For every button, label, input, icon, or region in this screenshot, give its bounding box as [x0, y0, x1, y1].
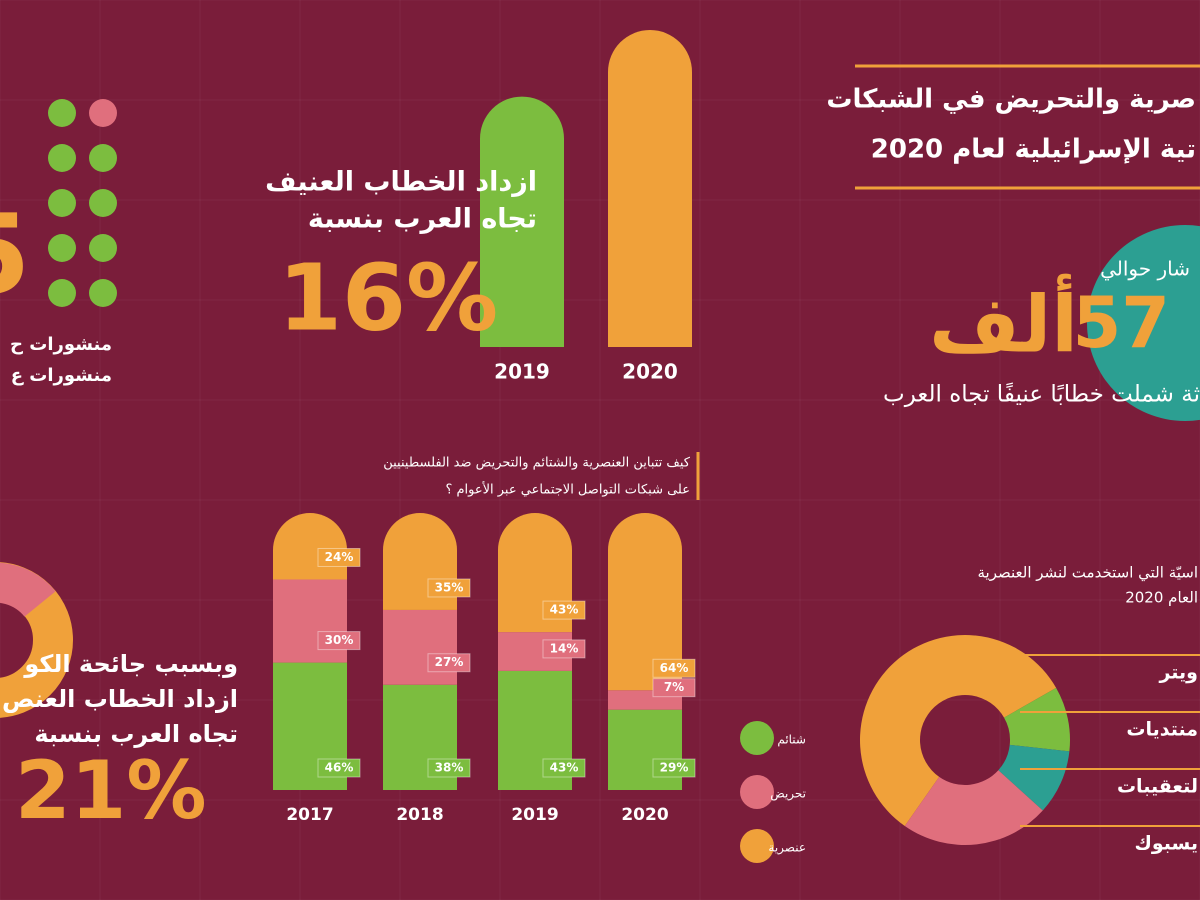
posts-number: 5: [0, 190, 31, 318]
value-label: 30%: [325, 633, 354, 647]
value-label: 29%: [660, 761, 689, 775]
dot: [48, 99, 76, 127]
x-tick-label: 2017: [286, 805, 333, 825]
covid-line: وبسبب جائحة الكو: [23, 650, 238, 678]
dot: [89, 189, 117, 217]
x-tick-label: 2018: [396, 805, 443, 825]
bar-segment: [383, 609, 457, 685]
value-label-box: [652, 758, 696, 778]
dot: [48, 144, 76, 172]
chart-title: تجاه العرب بنسبة: [308, 204, 537, 235]
bar-segment: [273, 513, 347, 580]
posts-line: منشورات ح: [10, 334, 112, 355]
value-label-box: [427, 653, 471, 673]
charts: 2019 2020 ازداد الخطاب العنيف تجاه العرب بن…: [265, 30, 1200, 863]
value-label-box: [652, 678, 696, 698]
highlight-caption: ثة شملت خطابًا عنيفًا تجاه العرب: [883, 382, 1200, 408]
value-label: 35%: [435, 580, 464, 594]
dot: [89, 144, 117, 172]
dot: [48, 279, 76, 307]
chart-title: اسيّة التي استخدمت لنشر العنصرية: [978, 564, 1198, 583]
dot: [48, 234, 76, 262]
value-label: 27%: [435, 655, 464, 669]
highlight-intro: شار حوالي: [1100, 257, 1190, 282]
donut-slice: [998, 744, 1070, 811]
chart-title: ازداد الخطاب العنيف: [265, 167, 537, 198]
value-label: 43%: [550, 761, 579, 775]
value-label-box: [542, 600, 586, 620]
x-tick-label: 2020: [621, 805, 668, 825]
value-label: 14%: [550, 641, 579, 655]
value-label: 38%: [435, 761, 464, 775]
posts-line: منشورات ع: [11, 365, 112, 386]
value-label-box: [427, 578, 471, 598]
donut-slice: [860, 635, 1057, 827]
donut-slice: [1004, 687, 1070, 752]
stacked-bar: [608, 513, 682, 790]
chart-title: كيف تتباين العنصرية والشتائم والتحريض ضد…: [383, 456, 691, 471]
dot: [89, 234, 117, 262]
value-label: 46%: [325, 761, 354, 775]
highlight-number: 57: [1073, 282, 1170, 364]
chart-title: العام 2020: [1125, 589, 1198, 607]
stacked-bar: [383, 513, 457, 790]
dot: [89, 279, 117, 307]
legend-label: عنصرية: [768, 841, 806, 856]
value-label: 7%: [664, 680, 684, 694]
x-tick-label: 2019: [511, 805, 558, 825]
legend-label: تحريض: [770, 787, 806, 802]
value-label-box: [427, 758, 471, 778]
covid-value: 21%: [15, 744, 206, 837]
dot: [48, 189, 76, 217]
stacked-bar: [273, 513, 347, 790]
stacked-bar: [498, 513, 572, 790]
x-tick-label: 2020: [622, 360, 678, 384]
legend-label: منتديات: [1126, 719, 1198, 741]
chart-highlight: 16%: [278, 244, 498, 351]
legend-swatch: [740, 721, 774, 755]
legend-label: شتائم: [777, 733, 806, 747]
highlight-circle: [1087, 225, 1200, 421]
value-label-box: [317, 631, 361, 651]
value-label-box: [317, 547, 361, 567]
value-label: 24%: [325, 550, 354, 564]
decor-ring: [0, 562, 73, 718]
legend-swatch: [740, 829, 774, 863]
covid-line: تجاه العرب بنسبة: [34, 720, 238, 748]
legend-swatch: [740, 775, 774, 809]
highlight-unit: ألف: [929, 273, 1078, 370]
x-tick-label: 2019: [494, 360, 550, 384]
bar-segment: [273, 579, 347, 663]
value-label-box: [652, 658, 696, 678]
decor-arc: [0, 562, 56, 618]
dot-grid: [48, 99, 117, 307]
value-label-box: [542, 758, 586, 778]
chart-title: على شبكات التواصل الاجتماعي عبر الأعوام …: [445, 481, 690, 498]
legend-label: لتعقيبات: [1117, 776, 1198, 798]
dot: [89, 99, 117, 127]
value-label-box: [542, 639, 586, 659]
value-label-box: [317, 758, 361, 778]
donut-slice: [904, 770, 1043, 845]
header-line: تية الإسرائيلية لعام 2020: [871, 135, 1196, 165]
value-label: 43%: [550, 603, 579, 617]
covid-line: ازداد الخطاب العنص: [2, 685, 238, 713]
header-line: صرية والتحريض في الشبكات: [826, 85, 1196, 115]
legend-label: ويتر: [1158, 662, 1198, 684]
bar: [608, 30, 692, 347]
bar: [480, 96, 564, 347]
value-label: 64%: [660, 661, 689, 675]
bar-segment: [608, 709, 682, 790]
legend-label: يسبوك: [1134, 833, 1198, 855]
